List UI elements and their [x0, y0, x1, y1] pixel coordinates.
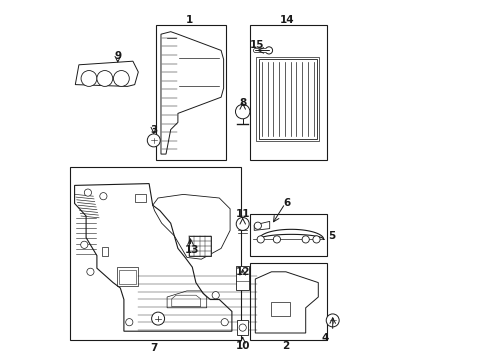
Bar	[188, 236, 211, 256]
Bar	[117, 267, 137, 286]
Text: 15: 15	[249, 40, 264, 50]
Circle shape	[125, 319, 133, 326]
Text: 14: 14	[279, 15, 294, 25]
Text: 10: 10	[235, 341, 249, 351]
Circle shape	[325, 314, 339, 327]
Bar	[236, 266, 249, 290]
Bar	[256, 57, 319, 141]
Circle shape	[151, 312, 164, 325]
Circle shape	[239, 324, 246, 331]
Bar	[249, 263, 326, 340]
Circle shape	[100, 193, 107, 200]
Circle shape	[147, 134, 160, 147]
Circle shape	[257, 236, 264, 243]
Bar	[156, 25, 226, 160]
Text: 9: 9	[114, 51, 121, 61]
Bar	[249, 25, 326, 160]
Circle shape	[113, 71, 129, 86]
Circle shape	[254, 222, 261, 229]
Text: 7: 7	[150, 343, 157, 354]
Circle shape	[97, 71, 113, 86]
Circle shape	[273, 236, 280, 243]
Text: 4: 4	[321, 333, 328, 343]
Circle shape	[81, 71, 97, 86]
Text: 3: 3	[150, 125, 157, 135]
Bar	[134, 194, 145, 202]
Bar	[249, 214, 326, 256]
Circle shape	[236, 217, 249, 230]
Circle shape	[87, 268, 94, 275]
Circle shape	[84, 189, 91, 196]
Text: 8: 8	[239, 98, 246, 108]
Circle shape	[212, 292, 219, 299]
Text: 13: 13	[184, 245, 199, 255]
Text: 5: 5	[327, 231, 335, 241]
Text: 2: 2	[282, 341, 288, 351]
Bar	[118, 270, 136, 284]
Circle shape	[235, 104, 249, 119]
Circle shape	[312, 236, 320, 243]
Text: 1: 1	[186, 15, 193, 25]
Bar	[70, 167, 241, 340]
Text: 6: 6	[283, 198, 290, 208]
Circle shape	[302, 236, 309, 243]
Bar	[102, 247, 107, 256]
Circle shape	[221, 319, 228, 326]
Text: 12: 12	[235, 267, 249, 277]
Circle shape	[81, 241, 88, 248]
Text: 11: 11	[235, 209, 249, 219]
Bar	[258, 59, 316, 139]
Circle shape	[265, 47, 272, 54]
Bar	[237, 320, 247, 335]
